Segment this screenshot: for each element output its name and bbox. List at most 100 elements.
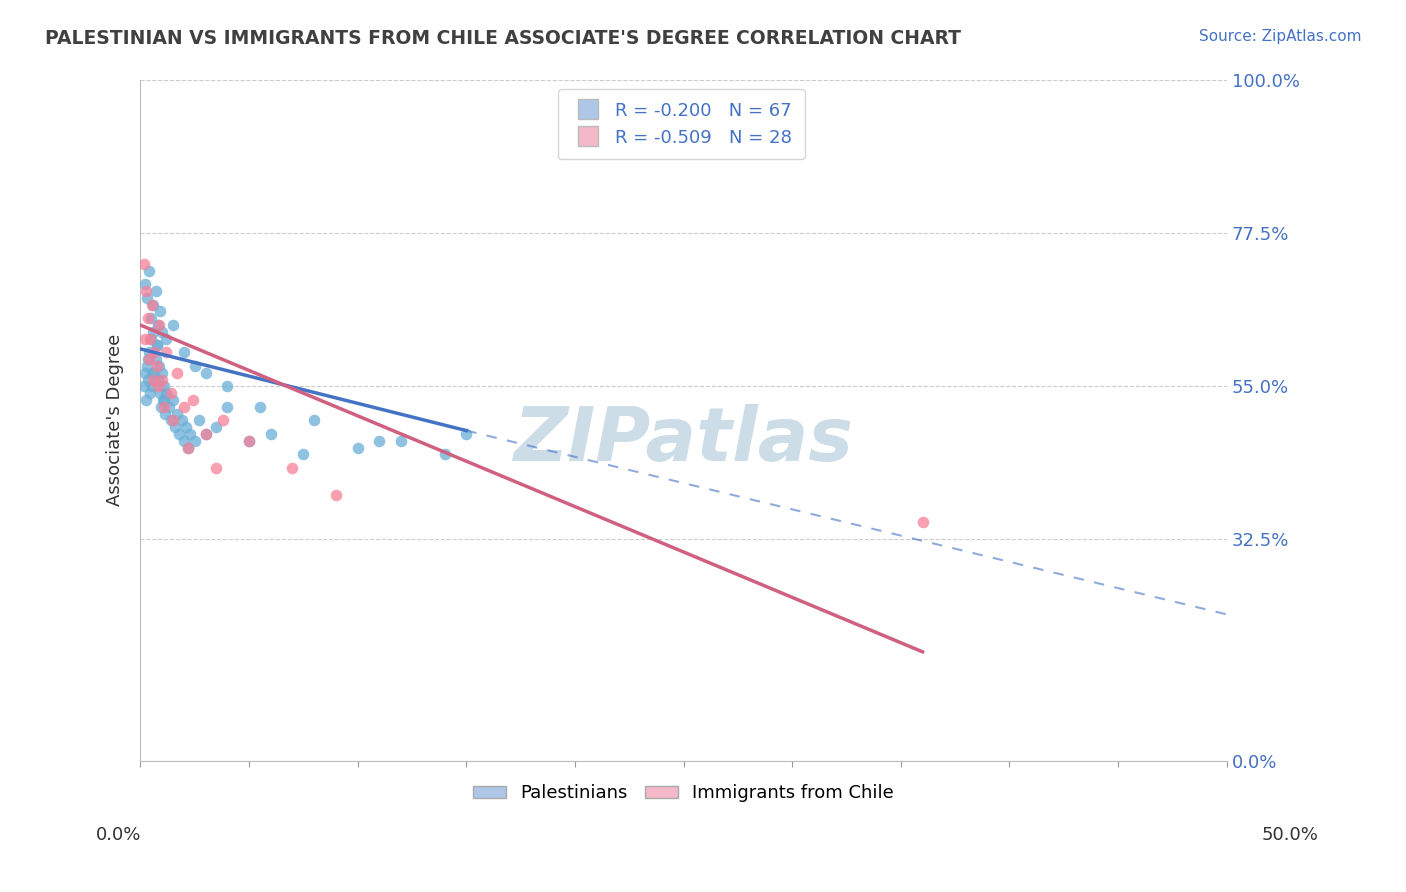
Point xyxy=(368,434,391,448)
Point xyxy=(145,338,167,352)
Point xyxy=(155,407,177,421)
Point xyxy=(212,413,235,427)
Point xyxy=(183,434,205,448)
Point xyxy=(132,379,155,393)
Point xyxy=(159,413,181,427)
Point xyxy=(183,359,205,373)
Point xyxy=(194,427,217,442)
Point xyxy=(139,386,162,401)
Point xyxy=(911,516,934,530)
Point xyxy=(134,277,156,292)
Point xyxy=(139,332,162,346)
Point xyxy=(135,392,157,407)
Point xyxy=(153,392,176,407)
Point xyxy=(155,345,177,359)
Point xyxy=(145,338,167,352)
Point xyxy=(165,420,187,434)
Point xyxy=(249,400,271,414)
Point xyxy=(177,441,200,455)
Point xyxy=(145,359,167,373)
Point xyxy=(217,379,239,393)
Point xyxy=(179,427,201,442)
Point xyxy=(141,311,163,326)
Point xyxy=(134,332,156,346)
Point xyxy=(194,427,217,442)
Point xyxy=(205,420,228,434)
Point xyxy=(143,345,166,359)
Point xyxy=(166,366,188,380)
Point xyxy=(238,434,260,448)
Point xyxy=(134,366,156,380)
Point xyxy=(150,366,173,380)
Point xyxy=(173,400,195,414)
Point xyxy=(150,325,173,339)
Point xyxy=(162,318,184,332)
Point xyxy=(155,332,177,346)
Point xyxy=(188,413,211,427)
Point xyxy=(433,447,456,461)
Point xyxy=(142,372,165,386)
Point xyxy=(138,352,160,367)
Point xyxy=(325,488,347,502)
Point xyxy=(217,400,239,414)
Point xyxy=(173,345,195,359)
Point xyxy=(162,392,184,407)
Point xyxy=(145,352,167,367)
Point xyxy=(292,447,315,461)
Point xyxy=(141,298,163,312)
Text: 0.0%: 0.0% xyxy=(96,826,141,844)
Point xyxy=(145,284,167,298)
Text: PALESTINIAN VS IMMIGRANTS FROM CHILE ASSOCIATE'S DEGREE CORRELATION CHART: PALESTINIAN VS IMMIGRANTS FROM CHILE ASS… xyxy=(45,29,960,47)
Point xyxy=(162,413,184,427)
Point xyxy=(173,434,195,448)
Point xyxy=(346,441,368,455)
Point xyxy=(260,427,283,442)
Point xyxy=(177,441,200,455)
Point xyxy=(138,263,160,277)
Point xyxy=(136,372,159,386)
Point xyxy=(153,379,176,393)
Point xyxy=(138,345,160,359)
Point xyxy=(132,257,155,271)
Point xyxy=(148,318,170,332)
Point xyxy=(136,352,159,367)
Point xyxy=(155,386,177,401)
Point xyxy=(302,413,325,427)
Point xyxy=(389,434,412,448)
Point xyxy=(194,366,217,380)
Point xyxy=(169,427,191,442)
Point xyxy=(146,379,169,393)
Point xyxy=(148,359,170,373)
Point xyxy=(157,400,180,414)
Y-axis label: Associate's Degree: Associate's Degree xyxy=(107,334,124,507)
Legend: Palestinians, Immigrants from Chile: Palestinians, Immigrants from Chile xyxy=(465,777,901,810)
Point xyxy=(181,392,204,407)
Point xyxy=(146,318,169,332)
Point xyxy=(141,332,163,346)
Point xyxy=(135,359,157,373)
Point xyxy=(142,325,165,339)
Point xyxy=(166,407,188,421)
Point xyxy=(152,392,174,407)
Point xyxy=(149,386,172,401)
Point xyxy=(205,461,228,475)
Point xyxy=(146,372,169,386)
Point xyxy=(238,434,260,448)
Point xyxy=(174,420,197,434)
Point xyxy=(136,311,159,326)
Point xyxy=(456,427,478,442)
Point xyxy=(142,298,165,312)
Point xyxy=(153,400,176,414)
Point xyxy=(149,304,172,318)
Text: Source: ZipAtlas.com: Source: ZipAtlas.com xyxy=(1198,29,1361,44)
Point xyxy=(135,284,157,298)
Text: 50.0%: 50.0% xyxy=(1263,826,1319,844)
Point xyxy=(135,291,157,305)
Point xyxy=(141,379,163,393)
Point xyxy=(170,413,193,427)
Point xyxy=(141,366,163,380)
Text: ZIPatlas: ZIPatlas xyxy=(513,404,853,477)
Point xyxy=(143,366,166,380)
Point xyxy=(281,461,304,475)
Point xyxy=(150,372,173,386)
